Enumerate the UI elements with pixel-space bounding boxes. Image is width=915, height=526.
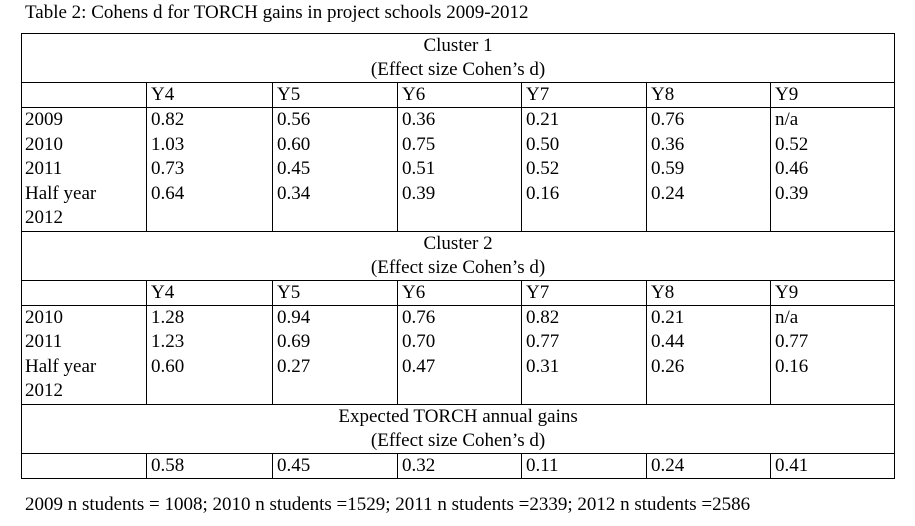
cluster1-title: Cluster 1 (Effect size Cohen’s d)	[20, 33, 896, 83]
table-row: 2011 1.23 0.69 0.70 0.77 0.44 0.77	[21, 330, 896, 355]
column-header: Y4	[146, 280, 273, 306]
table-cell: 0.46	[769, 157, 896, 182]
table-cell: 0.44	[646, 330, 771, 355]
table-cell: 0.60	[146, 354, 273, 405]
column-header: Y9	[769, 280, 896, 306]
table-cell: 0.26	[646, 354, 771, 405]
table-cell: 0.77	[769, 330, 896, 355]
table-cell: 0.59	[646, 157, 771, 182]
expected-subtitle-text: (Effect size Cohen’s d)	[370, 429, 546, 451]
table-cell: 1.28	[146, 305, 273, 330]
table-cell: n/a	[769, 107, 896, 133]
cluster1-header-row: Y4 Y5 Y6 Y7 Y8 Y9	[21, 82, 896, 108]
row-label: 2011	[21, 330, 147, 355]
table-cell: 0.70	[397, 330, 522, 355]
row-label: 2011	[21, 157, 147, 182]
table-row: Half year 2012 0.64 0.34 0.39 0.16 0.24 …	[21, 181, 896, 232]
table-cell: 0.76	[646, 107, 771, 133]
row-label-line2: 2012	[25, 380, 63, 401]
column-header: Y9	[769, 82, 896, 108]
table-row: 2009 0.82 0.56 0.36 0.21 0.76 n/a	[21, 107, 896, 133]
row-label: Half year 2012	[21, 354, 147, 405]
table-cell: 0.82	[146, 107, 273, 133]
row-label: 2010	[21, 305, 147, 330]
cluster1-title-row: Cluster 1 (Effect size Cohen’s d)	[20, 33, 896, 83]
table-cell: 0.75	[397, 132, 522, 157]
table-cell: 0.94	[272, 305, 398, 330]
table-cell: 0.52	[769, 132, 896, 157]
table-cell: 0.47	[397, 354, 522, 405]
table-cell: 0.27	[272, 354, 398, 405]
table-cell: 0.58	[146, 453, 273, 479]
table-cell: 0.39	[397, 181, 522, 232]
table-cell: 0.41	[769, 453, 896, 479]
table-cell: 0.34	[272, 181, 398, 232]
expected-title: Expected TORCH annual gains (Effect size…	[20, 403, 896, 454]
expected-empty-cell	[21, 453, 147, 479]
row-label: Half year 2012	[21, 181, 147, 232]
table-cell: 0.69	[272, 330, 398, 355]
cluster2-header-row: Y4 Y5 Y6 Y7 Y8 Y9	[21, 280, 896, 306]
table-cell: 0.64	[146, 181, 273, 232]
column-header: Y5	[272, 280, 398, 306]
cohens-d-table: Cluster 1 (Effect size Cohen’s d) Y4 Y5 …	[20, 33, 896, 479]
table-row: 2011 0.73 0.45 0.51 0.52 0.59 0.46	[21, 157, 896, 182]
table-cell: 0.36	[646, 132, 771, 157]
header-empty-cell	[21, 280, 147, 306]
table-cell: 0.50	[521, 132, 647, 157]
row-label-line2: 2012	[25, 207, 63, 228]
table-cell: 0.21	[646, 305, 771, 330]
table-cell: 0.36	[397, 107, 522, 133]
table-cell: 0.21	[521, 107, 647, 133]
column-header: Y7	[521, 280, 647, 306]
table-cell: 0.82	[521, 305, 647, 330]
expected-title-row: Expected TORCH annual gains (Effect size…	[20, 403, 896, 454]
expected-title-text: Expected TORCH annual gains	[338, 405, 578, 427]
table-cell: 1.03	[146, 132, 273, 157]
table-cell: 0.24	[646, 453, 771, 479]
table-cell: 0.56	[272, 107, 398, 133]
table-cell: n/a	[769, 305, 896, 330]
column-header: Y6	[397, 280, 522, 306]
table-row: 2010 1.03 0.60 0.75 0.50 0.36 0.52	[21, 132, 896, 157]
table-footnote: 2009 n students = 1008; 2010 n students …	[25, 494, 751, 515]
table-cell: 0.11	[521, 453, 647, 479]
table-row: 2010 1.28 0.94 0.76 0.82 0.21 n/a	[21, 305, 896, 330]
row-label: 2009	[21, 107, 147, 133]
table-cell: 0.39	[769, 181, 896, 232]
column-header: Y4	[146, 82, 273, 108]
cluster1-subtitle-text: (Effect size Cohen’s d)	[370, 59, 546, 80]
table-cell: 0.32	[397, 453, 522, 479]
column-header: Y7	[521, 82, 647, 108]
table-cell: 0.31	[521, 354, 647, 405]
row-label-line1: Half year	[25, 182, 97, 204]
expected-values-row: 0.58 0.45 0.32 0.11 0.24 0.41	[21, 453, 896, 479]
table-cell: 0.51	[397, 157, 522, 182]
cluster2-title-row: Cluster 2 (Effect size Cohen’s d)	[20, 230, 896, 281]
row-label-line1: Half year	[25, 355, 97, 377]
row-label: 2010	[21, 132, 147, 157]
table-cell: 0.60	[272, 132, 398, 157]
table-caption: Table 2: Cohens d for TORCH gains in pro…	[25, 2, 529, 23]
table-cell: 0.24	[646, 181, 771, 232]
table-cell: 0.16	[521, 181, 647, 232]
header-empty-cell	[21, 82, 147, 108]
table-cell: 0.77	[521, 330, 647, 355]
table-cell: 0.76	[397, 305, 522, 330]
table-cell: 0.45	[272, 157, 398, 182]
table-row: Half year 2012 0.60 0.27 0.47 0.31 0.26 …	[21, 354, 896, 405]
table-cell: 0.16	[769, 354, 896, 405]
cluster2-subtitle-text: (Effect size Cohen’s d)	[370, 256, 546, 278]
table-cell: 1.23	[146, 330, 273, 355]
cluster2-title: Cluster 2 (Effect size Cohen’s d)	[20, 230, 896, 281]
table-cell: 0.52	[521, 157, 647, 182]
column-header: Y8	[646, 82, 771, 108]
column-header: Y8	[646, 280, 771, 306]
table-cell: 0.45	[272, 453, 398, 479]
cluster1-title-text: Cluster 1	[423, 35, 493, 56]
column-header: Y5	[272, 82, 398, 108]
column-header: Y6	[397, 82, 522, 108]
table-cell: 0.73	[146, 157, 273, 182]
cluster2-title-text: Cluster 2	[423, 232, 493, 254]
